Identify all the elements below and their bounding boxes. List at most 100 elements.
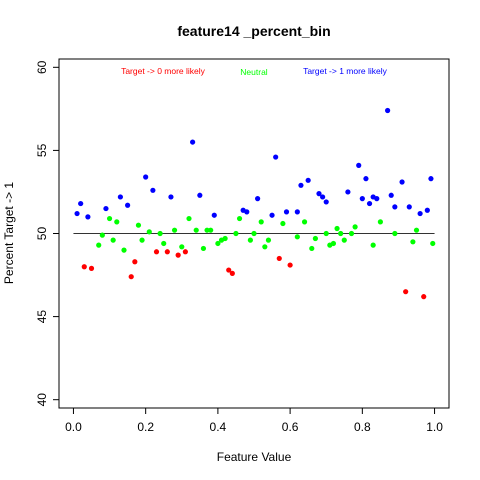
point-target-1 <box>125 202 131 208</box>
y-tick-label: 55 <box>35 143 49 157</box>
point-target-1 <box>305 177 311 183</box>
y-tick-label: 40 <box>35 393 49 407</box>
point-neutral <box>106 215 113 222</box>
data-points <box>74 107 436 300</box>
point-target-1 <box>392 204 398 210</box>
x-tick-label: 0.0 <box>65 420 82 434</box>
point-target-1 <box>269 212 275 218</box>
point-target-1 <box>298 182 304 188</box>
point-neutral <box>323 230 329 237</box>
point-neutral <box>222 235 228 242</box>
point-neutral <box>265 237 272 243</box>
point-target-1 <box>197 192 203 198</box>
point-neutral <box>377 219 383 225</box>
point-target-0 <box>175 252 181 258</box>
point-target-1 <box>388 192 394 198</box>
point-target-1 <box>345 189 351 195</box>
point-neutral <box>204 227 210 233</box>
point-neutral <box>262 244 268 250</box>
point-neutral <box>200 245 207 252</box>
point-target-1 <box>190 139 196 145</box>
x-tick-label: 1.0 <box>426 420 443 434</box>
point-neutral <box>301 219 308 225</box>
point-neutral <box>258 219 264 225</box>
point-target-0 <box>88 265 95 271</box>
point-target-1 <box>273 154 279 160</box>
point-neutral <box>294 234 300 240</box>
point-neutral <box>215 240 221 247</box>
point-neutral <box>280 220 286 227</box>
point-neutral <box>139 237 145 243</box>
point-target-1 <box>74 210 80 217</box>
point-neutral <box>146 229 152 235</box>
point-target-1 <box>428 176 434 182</box>
point-target-0 <box>403 289 409 295</box>
point-neutral <box>135 222 142 228</box>
point-target-1 <box>78 200 84 207</box>
point-target-1 <box>320 194 326 200</box>
y-axis-label: Percent Target -> 1 <box>2 182 16 284</box>
point-neutral <box>341 237 347 243</box>
point-target-0 <box>287 262 293 268</box>
legend-target-0: Target -> 0 more likely <box>121 66 206 76</box>
point-target-0 <box>421 294 427 300</box>
point-neutral <box>348 230 355 237</box>
legend-target-1: Target -> 1 more likely <box>303 66 388 76</box>
chart-title: feature14 _percent_bin <box>177 23 330 39</box>
point-neutral <box>410 239 416 245</box>
point-target-0 <box>229 270 235 276</box>
point-target-1 <box>399 179 405 185</box>
point-target-0 <box>128 274 134 280</box>
point-neutral <box>99 232 105 238</box>
point-neutral <box>236 215 243 222</box>
point-target-1 <box>316 191 322 197</box>
y-tick-label: 50 <box>35 227 49 241</box>
point-target-1 <box>255 196 261 202</box>
point-neutral <box>161 240 167 247</box>
point-neutral <box>179 244 185 250</box>
point-target-1 <box>294 209 300 215</box>
point-target-1 <box>117 194 123 200</box>
point-target-1 <box>406 204 412 210</box>
point-neutral <box>233 230 239 237</box>
point-target-1 <box>417 210 423 217</box>
point-target-0 <box>132 259 138 265</box>
point-neutral <box>334 225 340 232</box>
point-neutral <box>413 227 420 233</box>
x-axis: 0.0 0.2 0.4 0.6 0.8 1.0 <box>65 407 443 434</box>
point-neutral <box>247 237 253 243</box>
point-target-1 <box>103 205 109 212</box>
point-target-0 <box>81 264 87 270</box>
point-neutral <box>370 242 376 248</box>
point-target-1 <box>323 199 329 205</box>
point-neutral <box>309 245 315 252</box>
x-tick-label: 0.6 <box>282 420 299 434</box>
point-neutral <box>114 219 120 225</box>
point-neutral <box>96 242 102 248</box>
point-neutral <box>352 224 358 230</box>
point-neutral <box>171 227 178 233</box>
point-neutral <box>312 235 318 242</box>
point-target-1 <box>374 196 380 202</box>
point-target-0 <box>153 249 160 255</box>
point-neutral <box>330 240 337 247</box>
point-neutral <box>186 215 192 222</box>
y-tick-label: 60 <box>35 60 49 74</box>
point-target-1 <box>85 214 91 220</box>
x-tick-label: 0.2 <box>137 420 154 434</box>
x-axis-label: Feature Value <box>217 450 292 464</box>
x-tick-label: 0.4 <box>210 420 227 434</box>
point-target-0 <box>276 255 282 262</box>
point-target-0 <box>182 249 188 255</box>
point-neutral <box>251 230 257 237</box>
legend-neutral: Neutral <box>240 67 268 77</box>
point-target-1 <box>244 209 250 215</box>
point-target-1 <box>150 187 156 193</box>
point-target-1 <box>424 207 430 213</box>
point-target-1 <box>363 176 369 182</box>
x-tick-label: 0.8 <box>354 420 371 434</box>
point-neutral <box>430 240 436 247</box>
y-axis: 40 45 50 55 60 <box>35 60 60 407</box>
